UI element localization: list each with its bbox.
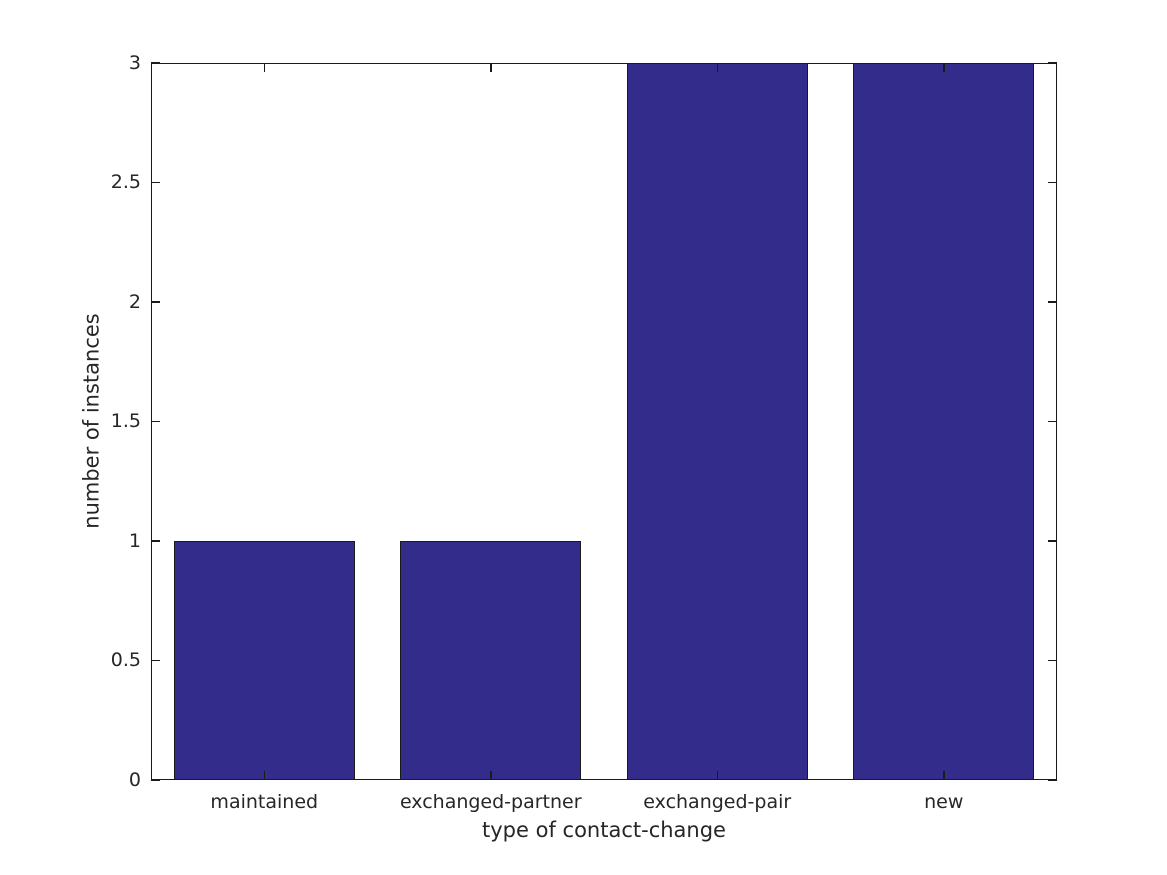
bar-exchanged-partner	[400, 541, 582, 780]
bar-maintained	[173, 541, 355, 780]
bar-exchanged-pair	[626, 63, 808, 780]
y-axis-label: number of instances	[79, 313, 104, 529]
x-axis-label: type of contact-change	[482, 818, 726, 842]
bar-new	[853, 63, 1035, 780]
